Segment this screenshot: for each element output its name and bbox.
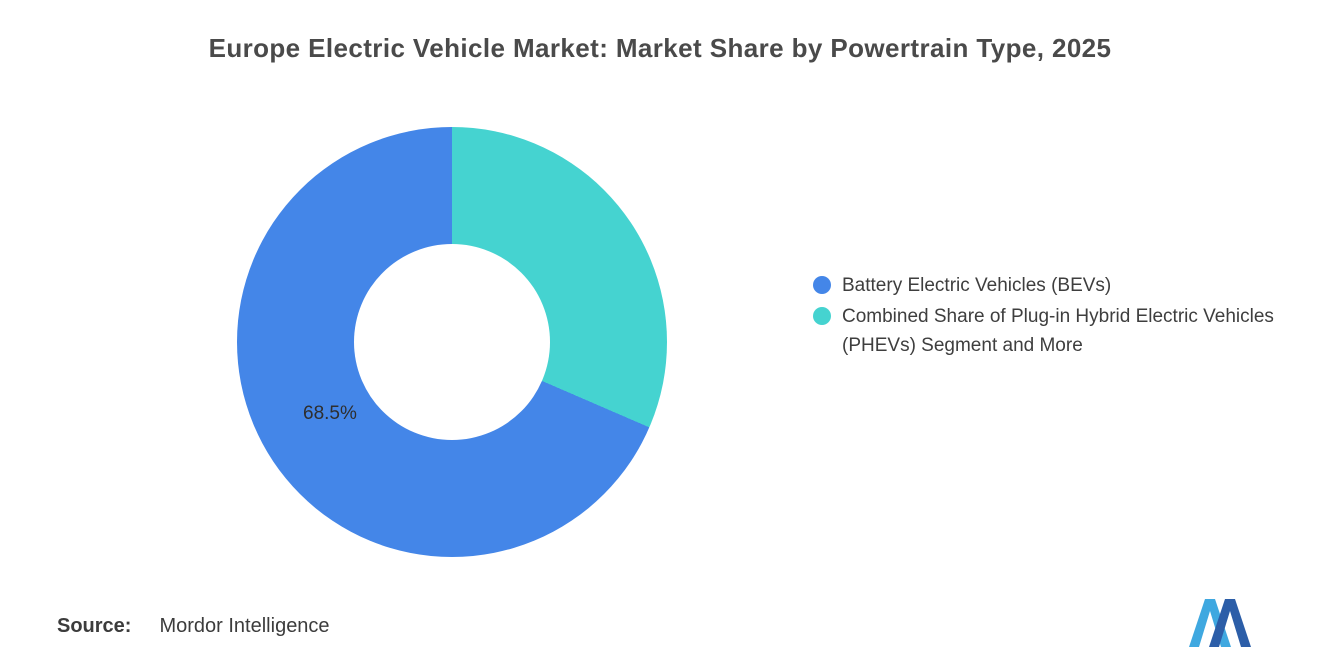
mordor-m-icon [1189,599,1251,647]
source-label: Source: [57,615,132,637]
legend: Battery Electric Vehicles (BEVs) Combine… [813,271,1274,360]
donut-chart: 68.5% [237,127,667,557]
source-value: Mordor Intelligence [159,615,330,637]
legend-item-phev[interactable]: Combined Share of Plug-in Hybrid Electri… [813,302,1274,360]
legend-marker-bev-icon [813,276,831,294]
legend-marker-phev-icon [813,307,831,325]
mordor-intelligence-logo [1188,598,1252,648]
slice-data-label: 68.5% [303,403,357,424]
source-line: Source: Mordor Intelligence [57,615,330,638]
chart-title: Europe Electric Vehicle Market: Market S… [208,33,1112,63]
legend-item-bev[interactable]: Battery Electric Vehicles (BEVs) [813,271,1274,300]
legend-label-bev: Battery Electric Vehicles (BEVs) [842,275,1112,296]
legend-label-phev: Combined Share of Plug-in Hybrid Electri… [842,306,1274,356]
donut-hole [354,244,550,440]
